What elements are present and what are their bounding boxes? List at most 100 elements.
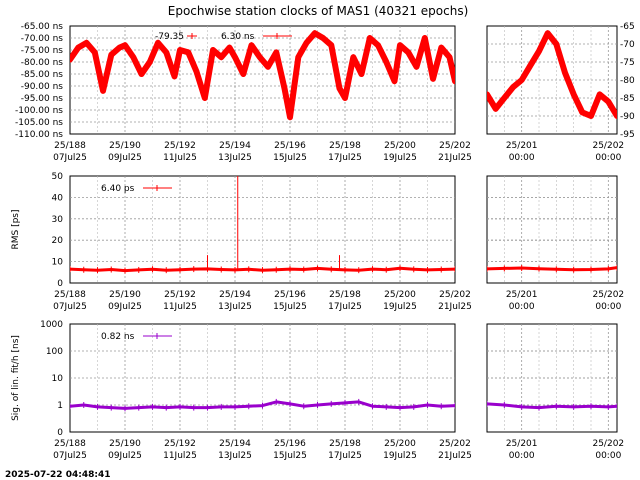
x-tick-label: 25/202 — [439, 141, 471, 151]
x-tick-sublabel: 11Jul25 — [163, 451, 197, 461]
x-tick-sublabel: 15Jul25 — [273, 451, 307, 461]
x-tick-label: 25/202 — [439, 439, 471, 449]
timestamp: 2025-07-22 04:48:41 — [5, 470, 110, 480]
x-tick-sublabel: 21Jul25 — [438, 302, 472, 312]
sig-right-panel: 25/201 00:00 25/202 00:00 — [486, 323, 624, 461]
rms-main-data — [70, 176, 455, 274]
x-tick-sublabel: 09Jul25 — [108, 302, 142, 312]
x-tick-sublabel: 00:00 — [509, 302, 535, 312]
x-tick-label: 25/202 — [592, 141, 624, 151]
clock-right-panel: -65 -70 -75 -80 -85 -90 -95 25/201 00:00 25/202 00… — [486, 22, 635, 163]
legend-rms: 0.82 ns — [101, 332, 135, 342]
x-tick-label: 25/202 — [439, 290, 471, 300]
y-tick-label: -95.00 ns — [21, 94, 64, 104]
x-tick-sublabel: 19Jul25 — [383, 451, 417, 461]
y-tick-label: -95 — [620, 130, 635, 140]
series-line — [487, 402, 617, 410]
x-tick-sublabel: 13Jul25 — [218, 451, 252, 461]
chart-title: Epochwise station clocks of MAS1 (40321 … — [168, 4, 469, 18]
sig-main-legend: 0.82 ns — [101, 332, 172, 342]
x-tick-label: 25/192 — [164, 141, 196, 151]
y-tick-label: 40 — [52, 193, 64, 203]
y-tick-label: -90.00 ns — [21, 82, 64, 92]
x-tick-sublabel: 21Jul25 — [438, 153, 472, 163]
x-tick-label: 25/200 — [384, 439, 416, 449]
x-tick-label: 25/194 — [219, 141, 251, 151]
legend-mean: -79.35 — [155, 32, 184, 42]
x-tick-sublabel: 00:00 — [595, 153, 621, 163]
x-tick-sublabel: 09Jul25 — [108, 153, 142, 163]
x-tick-sublabel: 00:00 — [595, 302, 621, 312]
legend-rms: 6.40 ps — [101, 184, 135, 194]
y-tick-label: -75 — [620, 58, 635, 68]
x-tick-sublabel: 07Jul25 — [53, 153, 87, 163]
x-tick-sublabel: 00:00 — [509, 153, 535, 163]
x-tick-label: 25/196 — [274, 290, 306, 300]
sig-main-ylabel: Sig. of lin. fit/h [ns] — [11, 335, 21, 421]
x-tick-label: 25/201 — [506, 141, 538, 151]
x-tick-label: 25/201 — [506, 439, 538, 449]
y-tick-label: 0 — [57, 428, 63, 438]
x-tick-sublabel: 21Jul25 — [438, 451, 472, 461]
x-tick-sublabel: 00:00 — [595, 451, 621, 461]
x-tick-label: 25/202 — [592, 439, 624, 449]
y-tick-label: -105.00 ns — [15, 118, 63, 128]
y-tick-label: 1 — [57, 401, 63, 411]
y-tick-label: -80.00 ns — [21, 58, 64, 68]
sig-main-panel: 0 1 10 100 1000 25/188 07Jul25 25/190 09Jul25 25/… — [11, 320, 472, 461]
x-tick-label: 25/190 — [109, 141, 141, 151]
clock-main-legend: -79.35 6.30 ns — [155, 32, 292, 42]
legend-rms: 6.30 ns — [221, 32, 255, 42]
x-tick-label: 25/200 — [384, 141, 416, 151]
y-tick-label: -100.00 ns — [15, 106, 63, 116]
x-tick-label: 25/188 — [54, 439, 86, 449]
x-tick-label: 25/201 — [506, 290, 538, 300]
x-tick-label: 25/188 — [54, 290, 86, 300]
clock-main-panel: -65.00 ns -70.00 ns -75.00 ns -80.00 ns -85.… — [15, 22, 472, 163]
x-tick-sublabel: 17Jul25 — [328, 302, 362, 312]
series-line — [487, 30, 617, 119]
x-tick-sublabel: 00:00 — [509, 451, 535, 461]
x-tick-label: 25/192 — [164, 439, 196, 449]
y-tick-label: -65.00 ns — [21, 22, 64, 32]
rms-main-ylabel: RMS [ps] — [11, 209, 21, 249]
x-tick-label: 25/190 — [109, 439, 141, 449]
x-tick-sublabel: 09Jul25 — [108, 451, 142, 461]
y-tick-label: 10 — [52, 374, 64, 384]
y-tick-label: 50 — [52, 172, 64, 182]
x-tick-sublabel: 17Jul25 — [328, 153, 362, 163]
y-tick-label: -90 — [620, 112, 635, 122]
x-tick-label: 25/194 — [219, 439, 251, 449]
x-tick-sublabel: 13Jul25 — [218, 302, 252, 312]
y-tick-label: -85.00 ns — [21, 70, 64, 80]
x-tick-sublabel: 15Jul25 — [273, 302, 307, 312]
y-tick-label: -80 — [620, 76, 635, 86]
x-tick-sublabel: 11Jul25 — [163, 153, 197, 163]
sig-main-data — [70, 398, 455, 412]
x-tick-sublabel: 13Jul25 — [218, 153, 252, 163]
x-tick-sublabel: 19Jul25 — [383, 153, 417, 163]
x-tick-sublabel: 07Jul25 — [53, 451, 87, 461]
x-tick-label: 25/194 — [219, 290, 251, 300]
series-line — [70, 30, 455, 121]
y-tick-label: -85 — [620, 94, 635, 104]
x-tick-label: 25/200 — [384, 290, 416, 300]
rms-right-panel: 25/201 00:00 25/202 00:00 — [486, 175, 624, 312]
x-tick-label: 25/198 — [329, 290, 361, 300]
y-tick-label: 100 — [46, 347, 63, 357]
clock-right-data — [487, 30, 617, 119]
x-tick-sublabel: 11Jul25 — [163, 302, 197, 312]
y-tick-label: -70.00 ns — [21, 34, 64, 44]
x-tick-sublabel: 15Jul25 — [273, 153, 307, 163]
x-tick-label: 25/196 — [274, 439, 306, 449]
y-tick-label: 10 — [52, 258, 64, 268]
y-tick-label: 1000 — [40, 320, 63, 330]
rms-right-data — [487, 264, 617, 273]
y-tick-label: -65 — [620, 22, 635, 32]
y-tick-label: -110.00 ns — [15, 130, 63, 140]
y-tick-label: 0 — [57, 279, 63, 289]
x-tick-label: 25/198 — [329, 439, 361, 449]
clock-main-data — [70, 30, 455, 121]
x-tick-label: 25/192 — [164, 290, 196, 300]
